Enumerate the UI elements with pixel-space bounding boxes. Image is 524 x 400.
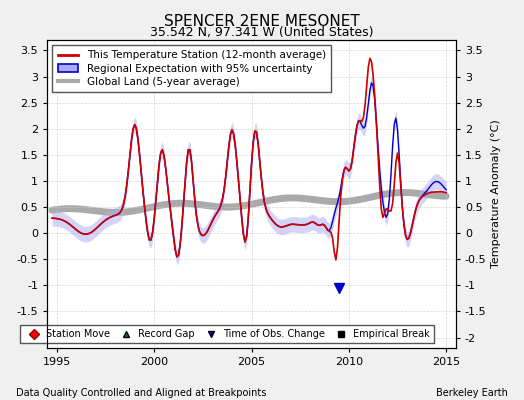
Text: Data Quality Controlled and Aligned at Breakpoints: Data Quality Controlled and Aligned at B… <box>16 388 266 398</box>
Y-axis label: Temperature Anomaly (°C): Temperature Anomaly (°C) <box>490 120 501 268</box>
Text: Berkeley Earth: Berkeley Earth <box>436 388 508 398</box>
Text: SPENCER 2ENE MESONET: SPENCER 2ENE MESONET <box>164 14 360 29</box>
Legend: Station Move, Record Gap, Time of Obs. Change, Empirical Break: Station Move, Record Gap, Time of Obs. C… <box>20 325 434 343</box>
Text: 35.542 N, 97.341 W (United States): 35.542 N, 97.341 W (United States) <box>150 26 374 39</box>
